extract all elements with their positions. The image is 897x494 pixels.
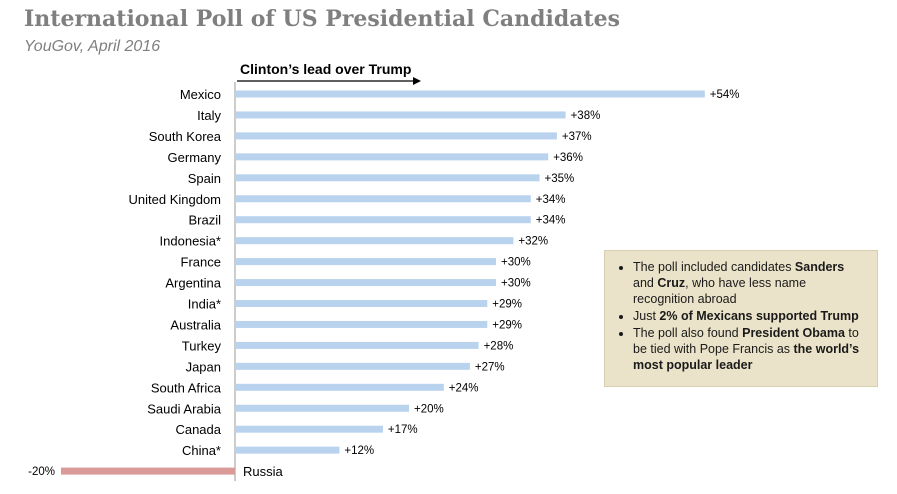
data-label: +24%: [449, 382, 479, 394]
note-bold: Cruz: [657, 276, 686, 290]
note-bold: the world’s most popular leader: [633, 342, 860, 372]
bar: [235, 362, 470, 370]
data-label: +20%: [414, 403, 444, 415]
note-text: and: [633, 276, 658, 290]
chart-title: International Poll of US Presidential Ca…: [24, 6, 620, 32]
bar: [235, 320, 488, 328]
bar: [61, 467, 235, 475]
note-bullet-3: The poll also found President Obama to b…: [633, 325, 867, 373]
category-label: United Kingdom: [129, 192, 222, 207]
data-label: +29%: [492, 299, 522, 311]
bar: [235, 300, 488, 307]
category-label: Brazil: [188, 213, 221, 228]
data-label: +27%: [475, 361, 505, 373]
bar: [235, 90, 705, 98]
data-label: +35%: [545, 173, 575, 185]
axis-label: Clinton’s lead over Trump: [240, 61, 411, 77]
category-label: Italy: [197, 108, 221, 123]
data-label: +29%: [492, 319, 522, 331]
data-label: +12%: [344, 445, 374, 457]
data-label: -20%: [28, 466, 55, 478]
bar: [235, 153, 549, 161]
note-text: The poll included candidates: [633, 260, 795, 274]
category-label: Australia: [170, 317, 221, 332]
category-label: Turkey: [182, 338, 222, 353]
bar: [235, 216, 531, 224]
bar: [235, 258, 496, 266]
note-text: The poll also found: [633, 326, 743, 340]
data-label: +54%: [710, 89, 740, 101]
data-label: +37%: [562, 131, 592, 143]
bar: [235, 404, 409, 412]
bar: [235, 195, 531, 203]
data-label: +32%: [518, 236, 548, 248]
data-label: +34%: [536, 194, 566, 206]
bar: [235, 237, 514, 245]
data-label: +38%: [571, 110, 601, 122]
category-label: Mexico: [180, 87, 221, 102]
data-label: +34%: [536, 215, 566, 227]
bar: [235, 383, 444, 391]
category-label: Canada: [175, 422, 221, 437]
data-label: +17%: [388, 424, 418, 436]
data-label: +30%: [501, 257, 531, 269]
note-text: to be tied with Pope Francis as: [633, 326, 859, 356]
bar: [235, 111, 566, 119]
category-label: India*: [188, 297, 221, 312]
category-label: France: [181, 255, 221, 270]
category-label: China*: [182, 443, 221, 458]
category-label: South Africa: [151, 380, 222, 395]
category-label: Indonesia*: [160, 234, 221, 249]
annotation-box: The poll included candidates Sanders and…: [604, 250, 878, 387]
bar: [235, 279, 496, 287]
note-text: , who have less name recognition abroad: [633, 276, 807, 306]
note-text: Just: [633, 309, 660, 323]
data-label: +28%: [484, 340, 514, 352]
category-label: Argentina: [165, 276, 221, 291]
category-label: South Korea: [149, 129, 222, 144]
note-bullet-2: Just 2% of Mexicans supported Trump: [633, 308, 867, 324]
bar: [235, 132, 557, 140]
note-bold: 2% of Mexicans supported Trump: [659, 309, 859, 323]
category-label: Spain: [188, 171, 221, 186]
data-label: +36%: [553, 152, 583, 164]
note-bold: Sanders: [794, 260, 845, 274]
axis-arrow-head: [413, 77, 421, 85]
bar: [235, 341, 479, 349]
bar: [235, 425, 383, 433]
category-label: Russia: [243, 464, 284, 479]
category-label: Germany: [168, 150, 222, 165]
data-label: +30%: [501, 278, 531, 290]
bar: [235, 446, 340, 454]
note-bullet-1: The poll included candidates Sanders and…: [633, 259, 867, 307]
category-label: Japan: [186, 359, 221, 374]
note-bold: President Obama: [742, 326, 845, 340]
category-label: Saudi Arabia: [147, 401, 221, 416]
bar: [235, 174, 540, 182]
chart-subtitle: YouGov, April 2016: [24, 38, 161, 55]
